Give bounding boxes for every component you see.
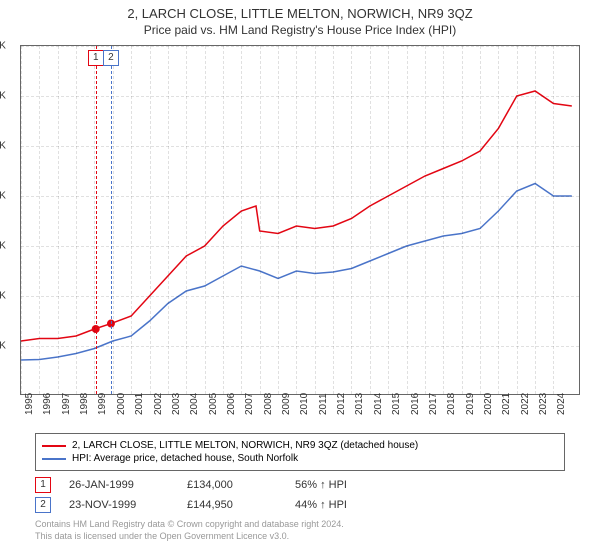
y-tick-label: £200K xyxy=(0,291,6,302)
footer-line-1: Contains HM Land Registry data © Crown c… xyxy=(35,519,565,531)
sale-marker-box: 2 xyxy=(103,50,119,66)
sale-row-price: £134,000 xyxy=(187,479,277,491)
x-tick-label: 2022 xyxy=(520,393,531,415)
sale-row-index: 2 xyxy=(35,497,51,513)
legend-swatch xyxy=(42,458,66,460)
x-tick-label: 2008 xyxy=(263,393,274,415)
sales-table: 1 26-JAN-1999 £134,000 56% ↑ HPI 2 23-NOV-199… xyxy=(35,477,565,513)
x-tick-label: 2023 xyxy=(538,393,549,415)
legend-item: HPI: Average price, detached house, Sout… xyxy=(42,453,558,464)
x-tick-label: 2013 xyxy=(354,393,365,415)
footer-line-2: This data is licensed under the Open Gov… xyxy=(35,531,565,543)
y-tick-label: £100K xyxy=(0,341,6,352)
sale-row-price: £144,950 xyxy=(187,499,277,511)
x-tick-label: 1997 xyxy=(61,393,72,415)
x-tick-label: 1999 xyxy=(97,393,108,415)
x-tick-label: 1998 xyxy=(79,393,90,415)
x-tick-label: 2002 xyxy=(153,393,164,415)
x-tick-label: 2009 xyxy=(281,393,292,415)
chart-area: £0£100K£200K£300K£400K£500K£600K£700K199… xyxy=(20,45,580,395)
page-title: 2, LARCH CLOSE, LITTLE MELTON, NORWICH, … xyxy=(0,6,600,21)
x-tick-label: 2018 xyxy=(446,393,457,415)
x-tick-label: 2014 xyxy=(373,393,384,415)
y-tick-label: £600K xyxy=(0,91,6,102)
x-tick-label: 2007 xyxy=(244,393,255,415)
y-tick-label: £400K xyxy=(0,191,6,202)
sale-row: 1 26-JAN-1999 £134,000 56% ↑ HPI xyxy=(35,477,565,493)
x-tick-label: 2006 xyxy=(226,393,237,415)
x-tick-label: 2020 xyxy=(483,393,494,415)
sale-row-date: 26-JAN-1999 xyxy=(69,479,169,491)
x-tick-label: 2000 xyxy=(116,393,127,415)
sale-marker-box: 1 xyxy=(88,50,104,66)
legend-item: 2, LARCH CLOSE, LITTLE MELTON, NORWICH, … xyxy=(42,440,558,451)
x-tick-label: 2003 xyxy=(171,393,182,415)
y-tick-label: £500K xyxy=(0,141,6,152)
sale-row: 2 23-NOV-1999 £144,950 44% ↑ HPI xyxy=(35,497,565,513)
sale-row-diff: 56% ↑ HPI xyxy=(295,479,375,491)
y-tick-label: £700K xyxy=(0,41,6,52)
legend-swatch xyxy=(42,445,66,447)
x-tick-label: 2021 xyxy=(501,393,512,415)
y-tick-label: £300K xyxy=(0,241,6,252)
x-tick-label: 2004 xyxy=(189,393,200,415)
x-tick-label: 2001 xyxy=(134,393,145,415)
page-subtitle: Price paid vs. HM Land Registry's House … xyxy=(0,23,600,37)
x-tick-label: 2017 xyxy=(428,393,439,415)
x-tick-label: 2010 xyxy=(299,393,310,415)
x-tick-label: 2015 xyxy=(391,393,402,415)
x-tick-label: 2024 xyxy=(556,393,567,415)
sale-row-date: 23-NOV-1999 xyxy=(69,499,169,511)
x-tick-label: 2005 xyxy=(208,393,219,415)
sale-row-index: 1 xyxy=(35,477,51,493)
x-tick-label: 2011 xyxy=(318,393,329,415)
x-tick-label: 2012 xyxy=(336,393,347,415)
x-tick-label: 1995 xyxy=(24,393,35,415)
legend: 2, LARCH CLOSE, LITTLE MELTON, NORWICH, … xyxy=(35,433,565,471)
x-tick-label: 1996 xyxy=(42,393,53,415)
x-tick-label: 2019 xyxy=(465,393,476,415)
x-tick-label: 2016 xyxy=(410,393,421,415)
legend-label: HPI: Average price, detached house, Sout… xyxy=(72,453,298,464)
chart-plot xyxy=(21,46,581,396)
legend-label: 2, LARCH CLOSE, LITTLE MELTON, NORWICH, … xyxy=(72,440,418,451)
sale-row-diff: 44% ↑ HPI xyxy=(295,499,375,511)
footer: Contains HM Land Registry data © Crown c… xyxy=(35,519,565,542)
